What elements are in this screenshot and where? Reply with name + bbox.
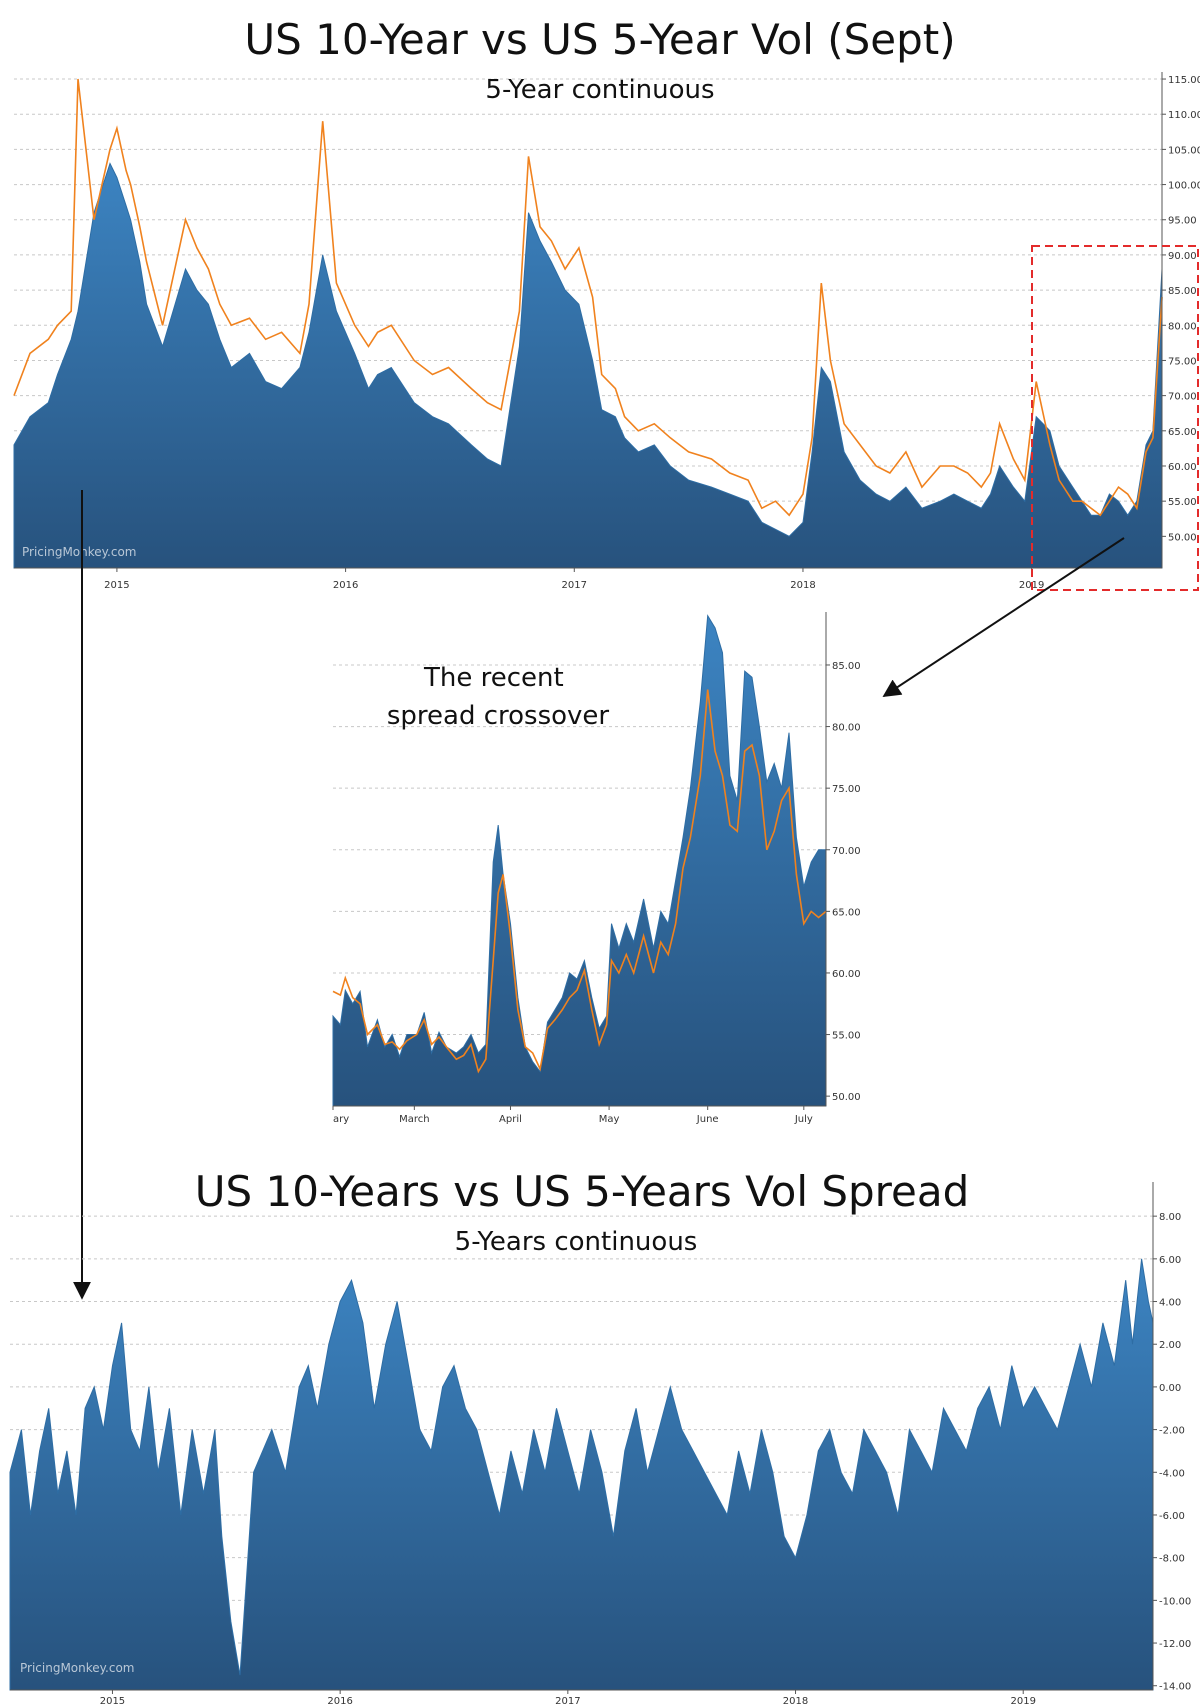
bottom-y-tick-label: 2.00 (1159, 1340, 1181, 1351)
top-watermark: PricingMonkey.com (22, 545, 137, 559)
zoom-y-tick-label: 75.00 (832, 784, 861, 795)
top-series-group (13, 78, 1163, 569)
top-y-tick-label: 85.00 (1168, 286, 1197, 297)
bottom-y-tick-label: 8.00 (1159, 1212, 1181, 1223)
bottom-y-tick-label: -6.00 (1159, 1511, 1185, 1522)
top-x-tick-label: 2015 (104, 580, 129, 591)
top-gridlines (14, 78, 1166, 537)
top-chart-subtitle: 5-Year continuous (485, 75, 714, 105)
top-x-tick-label: 2018 (790, 580, 815, 591)
zoom-annotation-line-1: The recent (423, 663, 564, 693)
zoom-y-tick-label: 65.00 (832, 907, 861, 918)
zoom-y-tick-label: 55.00 (832, 1031, 861, 1042)
top-x-tick-label: 2017 (562, 580, 587, 591)
top-y-tick-label: 100.00 (1168, 181, 1200, 192)
zoom-y-tick-labels: 50.00 55.00 60.00 65.00 70.00 75.00 80.00 85.00 (832, 661, 861, 1103)
zoom-series-group (332, 614, 827, 1107)
zoom-chart: 50.00 55.00 60.00 65.00 70.00 75.00 80.00 85.00… (332, 612, 861, 1125)
zoom-line-series (332, 689, 827, 1074)
top-chart-title: US 10-Year vs US 5-Year Vol (Sept) (244, 15, 955, 64)
zoom-y-tick-label: 85.00 (832, 661, 861, 672)
bottom-x-tick-label: 2017 (555, 1696, 580, 1707)
top-area-series (13, 162, 1163, 569)
zoom-annotation-line-2: spread crossover (387, 701, 610, 731)
bottom-x-tick-label: 2018 (783, 1696, 808, 1707)
bottom-y-tick-label: -8.00 (1159, 1554, 1185, 1565)
top-y-tick-label: 115.00 (1168, 75, 1200, 86)
top-y-tick-label: 50.00 (1168, 532, 1197, 543)
bottom-y-tick-label: 4.00 (1159, 1298, 1181, 1309)
bottom-x-tick-label: 2019 (1010, 1696, 1035, 1707)
zoom-area-series (332, 614, 827, 1107)
bottom-y-tick-label: -12.00 (1159, 1639, 1191, 1650)
bottom-x-tick-labels: 2015 2016 2017 2018 2019 (100, 1690, 1036, 1707)
zoom-arrow (882, 537, 1125, 697)
top-y-tick-label: 95.00 (1168, 216, 1197, 227)
bottom-y-tick-label: -10.00 (1159, 1596, 1191, 1607)
bottom-x-tick-label: 2016 (327, 1696, 352, 1707)
top-y-tick-label: 80.00 (1168, 321, 1197, 332)
highlight-box (1031, 245, 1199, 591)
bottom-chart-title: US 10-Years vs US 5-Years Vol Spread (195, 1167, 970, 1216)
bottom-y-tick-label: -14.00 (1159, 1682, 1191, 1693)
bottom-spread-chart: -14.00 -12.00 -10.00 -8.00 -6.00 -4.00 -2.00 0.… (9, 1182, 1191, 1707)
zoom-x-tick-label: April (499, 1114, 522, 1125)
top-x-tick-label: 2016 (333, 580, 358, 591)
zoom-x-tick-label: March (399, 1114, 429, 1125)
bottom-series-group (9, 1258, 1154, 1691)
bottom-y-tick-labels: -14.00 -12.00 -10.00 -8.00 -6.00 -4.00 -2.00 0.… (1159, 1212, 1191, 1693)
bottom-y-tick-label: 6.00 (1159, 1255, 1181, 1266)
zoom-y-tick-label: 50.00 (832, 1092, 861, 1103)
top-vol-chart: 50.00 55.00 60.00 65.00 70.00 75.00 80.00 85.00… (13, 72, 1200, 591)
top-y-tick-labels: 50.00 55.00 60.00 65.00 70.00 75.00 80.00 85.00… (1168, 75, 1200, 543)
top-y-tick-label: 70.00 (1168, 392, 1197, 403)
zoom-y-tick-label: 70.00 (832, 846, 861, 857)
bottom-x-tick-label: 2015 (100, 1696, 125, 1707)
zoom-x-tick-label: July (794, 1114, 813, 1125)
zoom-y-tick-label: 80.00 (832, 723, 861, 734)
top-y-tick-label: 110.00 (1168, 110, 1200, 121)
bottom-chart-subtitle: 5-Years continuous (455, 1227, 698, 1257)
zoom-x-tick-label: ary (333, 1114, 349, 1125)
top-y-tick-label: 60.00 (1168, 462, 1197, 473)
bottom-watermark: PricingMonkey.com (20, 1661, 135, 1675)
zoom-x-tick-label: May (599, 1114, 620, 1125)
top-line-series (13, 78, 1163, 517)
top-y-tick-label: 65.00 (1168, 427, 1197, 438)
top-y-tick-label: 75.00 (1168, 356, 1197, 367)
zoom-annotation: The recent spread crossover (387, 663, 610, 731)
zoom-x-tick-labels: ary March April May June July (332, 1106, 813, 1125)
top-y-tick-label: 55.00 (1168, 497, 1197, 508)
top-y-tick-label: 105.00 (1168, 145, 1200, 156)
bottom-y-tick-label: -2.00 (1159, 1426, 1185, 1437)
top-y-tick-label: 90.00 (1168, 251, 1197, 262)
top-x-tick-labels: 2015 2016 2017 2018 2019 (104, 568, 1044, 591)
bottom-y-tick-label: -4.00 (1159, 1468, 1185, 1479)
bottom-y-tick-label: 0.00 (1159, 1383, 1181, 1394)
zoom-x-tick-label: June (696, 1114, 719, 1125)
zoom-y-tick-label: 60.00 (832, 969, 861, 980)
bottom-area-series (9, 1258, 1154, 1691)
